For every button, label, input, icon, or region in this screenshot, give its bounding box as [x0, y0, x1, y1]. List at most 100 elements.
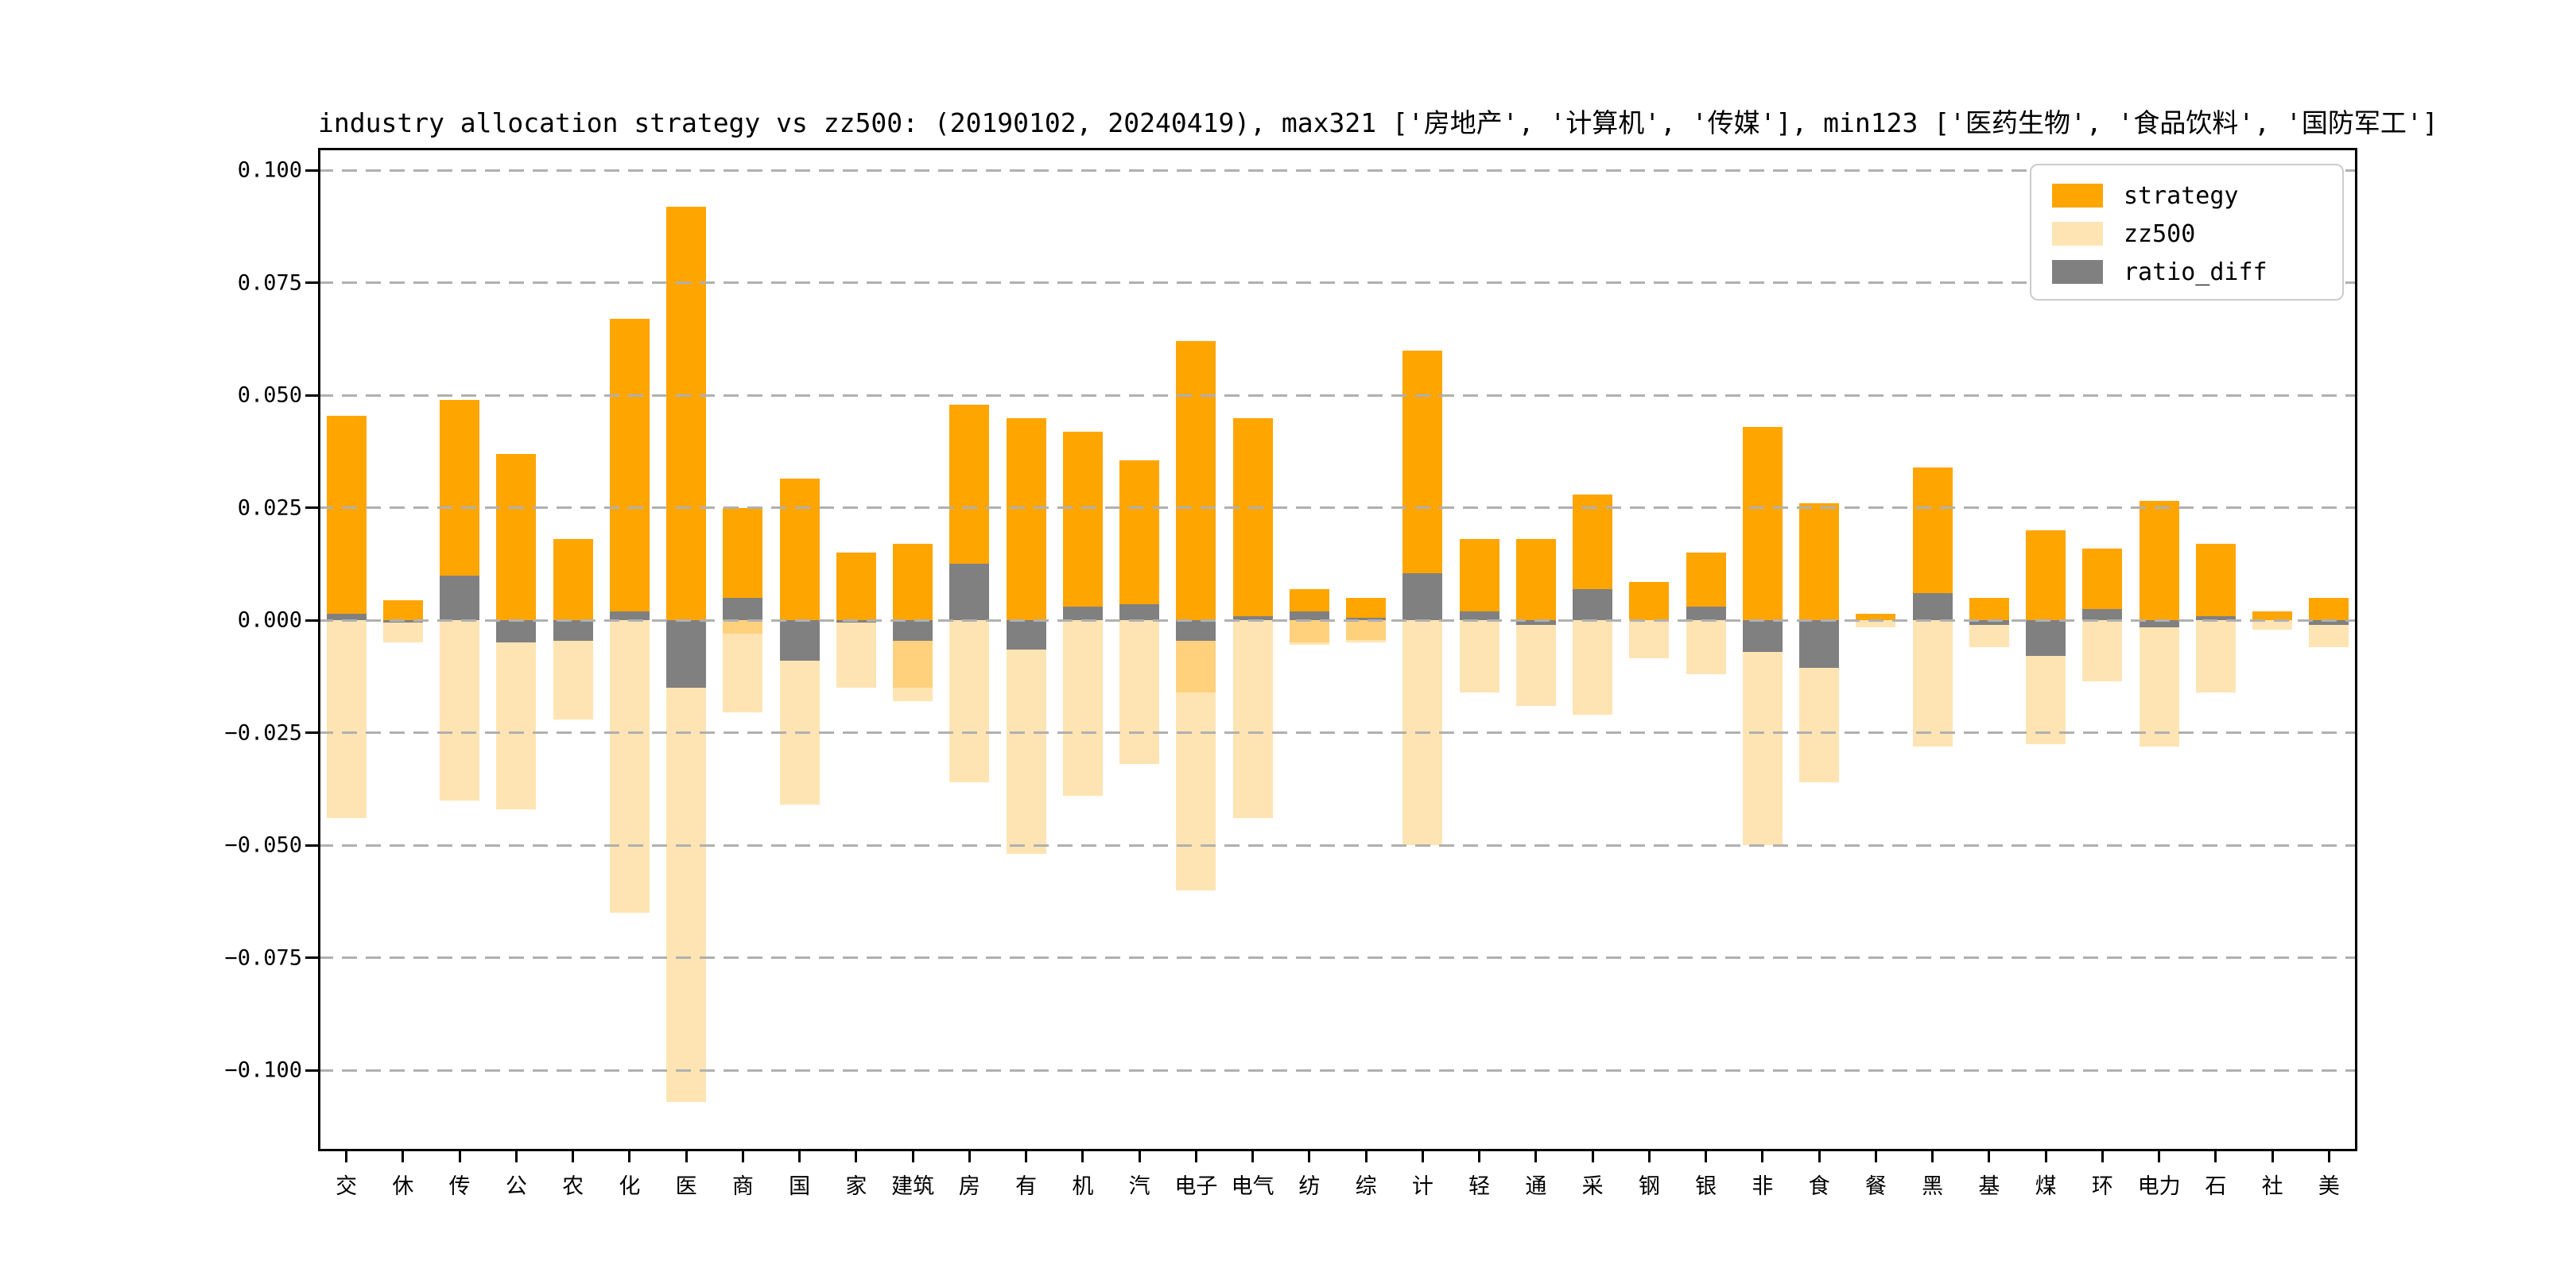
bar-ratio-diff-房	[949, 564, 990, 621]
bar-strategy-汽	[1119, 460, 1160, 621]
x-tick-mark-采	[1591, 1151, 1594, 1162]
legend-swatch-ratio-diff	[2052, 260, 2103, 284]
bar-ratio-diff-银	[1686, 607, 1726, 621]
bar-zz500-机	[1062, 620, 1103, 796]
y-tick-mark-0.100	[305, 169, 318, 172]
bar-zz500-传	[440, 620, 480, 801]
x-tick-mark-化	[628, 1151, 631, 1162]
x-tick-label-美: 美	[2318, 1174, 2340, 1199]
bar-strategy-休	[382, 599, 423, 621]
grid-line-−0.100	[318, 1069, 2357, 1072]
x-tick-label-汽: 汽	[1128, 1174, 1150, 1199]
bar-ratio-diff-通	[1515, 620, 1556, 625]
bar-strategy-建筑	[893, 544, 933, 621]
x-tick-mark-纺	[1308, 1151, 1311, 1162]
bar-strategy-基	[1969, 597, 2009, 621]
x-tick-mark-综	[1364, 1151, 1368, 1162]
x-tick-label-交: 交	[336, 1174, 358, 1199]
y-tick-mark-0.000	[305, 619, 318, 622]
y-tick-label-0.100: 0.100	[237, 157, 302, 183]
bar-ratio-diff-纺	[1289, 611, 1329, 621]
bar-strategy-医	[666, 206, 707, 621]
bar-zz500-社	[2252, 620, 2293, 630]
y-tick-label-−0.050: −0.050	[224, 832, 302, 858]
bar-ratio-diff-计	[1402, 572, 1443, 621]
bar-strategy-电力	[2139, 501, 2179, 621]
bar-ratio-diff-石	[2195, 615, 2236, 621]
bar-strategy-轻	[1459, 539, 1499, 621]
grid-line-−0.075	[318, 956, 2357, 960]
bar-ratio-diff-国	[779, 620, 820, 661]
x-tick-label-电子: 电子	[1174, 1174, 1218, 1199]
y-tick-label-0.075: 0.075	[237, 270, 302, 296]
bar-strategy-食	[1799, 503, 1840, 621]
x-tick-mark-农	[572, 1151, 575, 1162]
x-tick-mark-基	[1988, 1151, 1991, 1162]
x-tick-label-机: 机	[1072, 1174, 1094, 1199]
grid-line-0.025	[318, 506, 2357, 510]
x-tick-mark-医	[685, 1151, 688, 1162]
x-tick-label-综: 综	[1355, 1174, 1377, 1199]
bar-strategy-机	[1062, 431, 1103, 621]
x-tick-mark-轻	[1478, 1151, 1481, 1162]
bar-zz500-通	[1515, 620, 1556, 706]
x-tick-mark-银	[1705, 1151, 1708, 1162]
bar-zz500-化	[609, 620, 650, 914]
bar-strategy-电子	[1176, 341, 1216, 621]
x-tick-label-餐: 餐	[1864, 1174, 1887, 1199]
x-tick-mark-食	[1818, 1151, 1821, 1162]
x-tick-label-传: 传	[448, 1174, 471, 1199]
bar-ratio-diff-汽	[1119, 604, 1160, 621]
grid-line-0.050	[318, 394, 2357, 397]
x-tick-mark-电力	[2158, 1151, 2161, 1162]
x-tick-mark-石	[2214, 1151, 2217, 1162]
x-tick-mark-电子	[1194, 1151, 1197, 1162]
bar-strategy-公	[496, 453, 537, 621]
x-tick-label-国: 国	[789, 1174, 811, 1199]
y-tick-label-−0.100: −0.100	[224, 1057, 302, 1083]
x-tick-label-化: 化	[619, 1174, 641, 1199]
x-tick-mark-计	[1421, 1151, 1424, 1162]
bar-zz500-有	[1006, 620, 1046, 855]
bar-zz500-房	[949, 620, 990, 782]
bar-zz500-医	[666, 620, 707, 1102]
bar-zz500-采	[1573, 620, 1613, 716]
x-tick-mark-黑	[1931, 1151, 1934, 1162]
bar-strategy-农	[553, 539, 593, 621]
bar-strategy-化	[609, 319, 650, 621]
bar-ratio-diff-传	[440, 575, 480, 621]
bar-strategy-煤	[2026, 530, 2066, 621]
x-tick-label-农: 农	[562, 1174, 584, 1199]
bar-zz500-银	[1686, 620, 1726, 675]
legend-item-strategy: strategy	[2052, 177, 2342, 215]
x-tick-label-钢: 钢	[1638, 1174, 1660, 1199]
x-tick-label-煤: 煤	[2035, 1174, 2057, 1199]
x-tick-label-公: 公	[505, 1174, 527, 1199]
x-tick-mark-传	[458, 1151, 461, 1162]
bar-strategy-综	[1346, 597, 1387, 621]
bar-strategy-有	[1006, 417, 1046, 621]
bar-zz500-overlap-纺	[1289, 620, 1329, 643]
x-tick-mark-环	[2101, 1151, 2104, 1162]
bar-zz500-轻	[1459, 620, 1499, 692]
x-tick-mark-通	[1534, 1151, 1538, 1162]
bar-ratio-diff-商	[723, 597, 763, 621]
y-tick-mark-−0.100	[305, 1069, 318, 1072]
legend-item-ratio-diff: ratio_diff	[2052, 253, 2342, 291]
bar-strategy-非	[1742, 426, 1783, 621]
x-tick-mark-公	[514, 1151, 518, 1162]
x-tick-label-电气: 电气	[1231, 1174, 1274, 1199]
x-tick-label-基: 基	[1978, 1174, 2000, 1199]
bar-strategy-美	[2309, 597, 2349, 621]
x-tick-label-家: 家	[845, 1174, 867, 1199]
bar-ratio-diff-环	[2082, 609, 2123, 621]
bar-strategy-国	[779, 478, 820, 621]
x-tick-label-计: 计	[1411, 1174, 1433, 1199]
x-tick-mark-家	[855, 1151, 858, 1162]
x-tick-label-食: 食	[1808, 1174, 1830, 1199]
bar-ratio-diff-机	[1062, 607, 1103, 621]
x-tick-label-黑: 黑	[1922, 1174, 1944, 1199]
bar-zz500-石	[2195, 620, 2236, 692]
bar-zz500-基	[1969, 620, 2009, 648]
bar-ratio-diff-煤	[2026, 620, 2066, 657]
